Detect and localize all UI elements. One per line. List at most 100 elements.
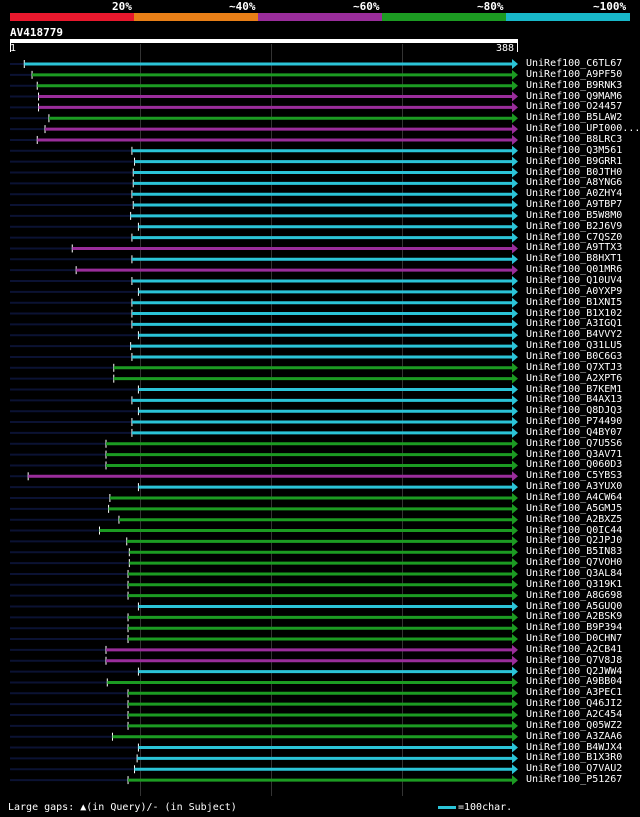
hit-label[interactable]: UniRef100_B9P394 xyxy=(526,622,623,634)
hit-label[interactable]: UniRef100_Q31LU5 xyxy=(526,340,623,352)
hit-label[interactable]: UniRef100_C7QSZ0 xyxy=(526,231,623,243)
hit-label[interactable]: UniRef100_B5W8M0 xyxy=(526,209,623,221)
hit-end-arrow-icon xyxy=(512,286,518,297)
hit-end-arrow-icon xyxy=(512,417,518,428)
legend-label-60: ~60% xyxy=(353,0,380,13)
gap-legend-note: Large gaps: ▲(in Query)/- (in Subject) xyxy=(8,802,237,813)
hit-label[interactable]: UniRef100_B9RNK3 xyxy=(526,79,623,91)
hit-label[interactable]: UniRef100_Q46JI2 xyxy=(526,698,623,710)
hit-label[interactable]: UniRef100_B1X3R0 xyxy=(526,752,623,764)
hit-label[interactable]: UniRef100_Q3M561 xyxy=(526,144,623,156)
hit-label[interactable]: UniRef100_Q01MR6 xyxy=(526,264,623,276)
hit-label[interactable]: UniRef100_A2CB41 xyxy=(526,643,623,655)
hit-label[interactable]: UniRef100_UPI000... xyxy=(526,123,640,135)
hit-label[interactable]: UniRef100_B4VVY2 xyxy=(526,329,623,341)
hit-label[interactable]: UniRef100_Q7U5S6 xyxy=(526,437,623,449)
hit-label[interactable]: UniRef100_P74490 xyxy=(526,416,623,428)
hit-label[interactable]: UniRef100_A3ZAA6 xyxy=(526,730,623,742)
hit-label[interactable]: UniRef100_B7KEM1 xyxy=(526,383,623,395)
hit-end-arrow-icon xyxy=(512,731,518,742)
hit-label[interactable]: UniRef100_Q7XTJ3 xyxy=(526,361,623,373)
hit-label[interactable]: UniRef100_A9TTX3 xyxy=(526,242,623,254)
hit-label[interactable]: UniRef100_Q060D3 xyxy=(526,459,623,471)
legend-swatch-magenta xyxy=(258,13,382,21)
hit-label[interactable]: UniRef100_A3PEC1 xyxy=(526,687,623,699)
scale-tick-start xyxy=(10,42,11,52)
hit-label[interactable]: UniRef100_Q3AV71 xyxy=(526,448,623,460)
hit-end-arrow-icon xyxy=(512,91,518,102)
hit-label[interactable]: UniRef100_Q3AL84 xyxy=(526,567,623,579)
hit-label[interactable]: UniRef100_Q2JWW4 xyxy=(526,665,623,677)
hit-label[interactable]: UniRef100_A2BXZ5 xyxy=(526,513,623,525)
hit-end-arrow-icon xyxy=(512,438,518,449)
hit-label[interactable]: UniRef100_B4AX13 xyxy=(526,394,623,406)
hit-label[interactable]: UniRef100_A0ZHY4 xyxy=(526,188,623,200)
hit-end-arrow-icon xyxy=(512,319,518,330)
hit-label[interactable]: UniRef100_A8YNG6 xyxy=(526,177,623,189)
hit-end-arrow-icon xyxy=(512,59,518,69)
hit-end-arrow-icon xyxy=(512,265,518,276)
hit-end-arrow-icon xyxy=(512,590,518,601)
hit-label[interactable]: UniRef100_Q05WZ2 xyxy=(526,719,623,731)
hit-label[interactable]: UniRef100_A0YXP9 xyxy=(526,285,623,297)
hit-label[interactable]: UniRef100_O24457 xyxy=(526,101,623,113)
hit-label[interactable]: UniRef100_D0CHN7 xyxy=(526,633,623,645)
hit-label[interactable]: UniRef100_Q2JPJ0 xyxy=(526,535,623,547)
hit-end-arrow-icon xyxy=(512,699,518,710)
hit-label[interactable]: UniRef100_B9GRR1 xyxy=(526,155,623,167)
scale-legend-label: =100char. xyxy=(458,802,513,813)
hit-end-arrow-icon xyxy=(512,601,518,612)
hit-end-arrow-icon xyxy=(512,189,518,200)
hit-label[interactable]: UniRef100_B0JTH0 xyxy=(526,166,623,178)
hit-label[interactable]: UniRef100_P51267 xyxy=(526,774,623,786)
hit-label[interactable]: UniRef100_A9BB04 xyxy=(526,676,623,688)
identity-color-bar xyxy=(10,13,630,21)
hit-label[interactable]: UniRef100_A9TBP7 xyxy=(526,199,623,211)
hit-label[interactable]: UniRef100_A2BSK9 xyxy=(526,611,623,623)
hit-label[interactable]: UniRef100_Q0IC44 xyxy=(526,524,623,536)
hit-label[interactable]: UniRef100_B1X102 xyxy=(526,307,623,319)
scale-tick-end xyxy=(517,42,518,52)
hit-label[interactable]: UniRef100_Q7V8J8 xyxy=(526,654,623,666)
legend-swatch-orange xyxy=(134,13,258,21)
hit-label[interactable]: UniRef100_A2C454 xyxy=(526,709,623,720)
hit-label[interactable]: UniRef100_C5YBS3 xyxy=(526,470,623,482)
hit-label[interactable]: UniRef100_A4CW64 xyxy=(526,492,623,503)
hit-label[interactable]: UniRef100_A8G698 xyxy=(526,589,623,601)
hit-label[interactable]: UniRef100_Q9MAM6 xyxy=(526,90,623,102)
hit-end-arrow-icon xyxy=(512,753,518,764)
hit-label[interactable]: UniRef100_B8HXT1 xyxy=(526,253,623,265)
hit-label[interactable]: UniRef100_A5GMJ5 xyxy=(526,502,623,514)
hit-end-arrow-icon xyxy=(512,395,518,406)
hit-end-arrow-icon xyxy=(512,710,518,720)
scale-end-label: 388 xyxy=(496,43,515,54)
hit-label[interactable]: UniRef100_Q7VAU2 xyxy=(526,763,623,775)
hit-end-arrow-icon xyxy=(512,666,518,677)
legend-swatch-cyan xyxy=(506,13,630,21)
hit-label[interactable]: UniRef100_A5GUQ0 xyxy=(526,600,623,612)
hit-label[interactable]: UniRef100_Q4BY07 xyxy=(526,426,623,438)
hit-label[interactable]: UniRef100_B8LRC3 xyxy=(526,133,623,145)
hit-label[interactable]: UniRef100_A2XPT6 xyxy=(526,372,623,384)
hit-end-arrow-icon xyxy=(512,536,518,547)
hit-label[interactable]: UniRef100_B5IN83 xyxy=(526,546,623,558)
hit-label[interactable]: UniRef100_A9PF50 xyxy=(526,68,623,80)
hit-label[interactable]: UniRef100_A3YUX0 xyxy=(526,481,623,493)
hit-end-arrow-icon xyxy=(512,373,518,384)
hit-label[interactable]: UniRef100_Q319K1 xyxy=(526,578,623,590)
hit-end-arrow-icon xyxy=(512,460,518,471)
hit-label[interactable]: UniRef100_B2J6V9 xyxy=(526,220,623,232)
hit-label[interactable]: UniRef100_B1XNI5 xyxy=(526,296,623,308)
hit-label[interactable]: UniRef100_A3IGQ1 xyxy=(526,318,623,330)
hit-label[interactable]: UniRef100_Q8DJQ3 xyxy=(526,405,623,417)
hit-label[interactable]: UniRef100_Q10UV4 xyxy=(526,275,623,286)
hit-label[interactable]: UniRef100_B5LAW2 xyxy=(526,112,623,124)
hit-label[interactable]: UniRef100_C6TL67 xyxy=(526,58,623,69)
hit-label[interactable]: UniRef100_B4WJX4 xyxy=(526,741,623,753)
hit-end-arrow-icon xyxy=(512,471,518,482)
hit-end-arrow-icon xyxy=(512,623,518,634)
hit-label[interactable]: UniRef100_Q7VOH0 xyxy=(526,557,623,569)
legend-swatch-green xyxy=(382,13,506,21)
hit-label[interactable]: UniRef100_B0C6G3 xyxy=(526,350,623,362)
